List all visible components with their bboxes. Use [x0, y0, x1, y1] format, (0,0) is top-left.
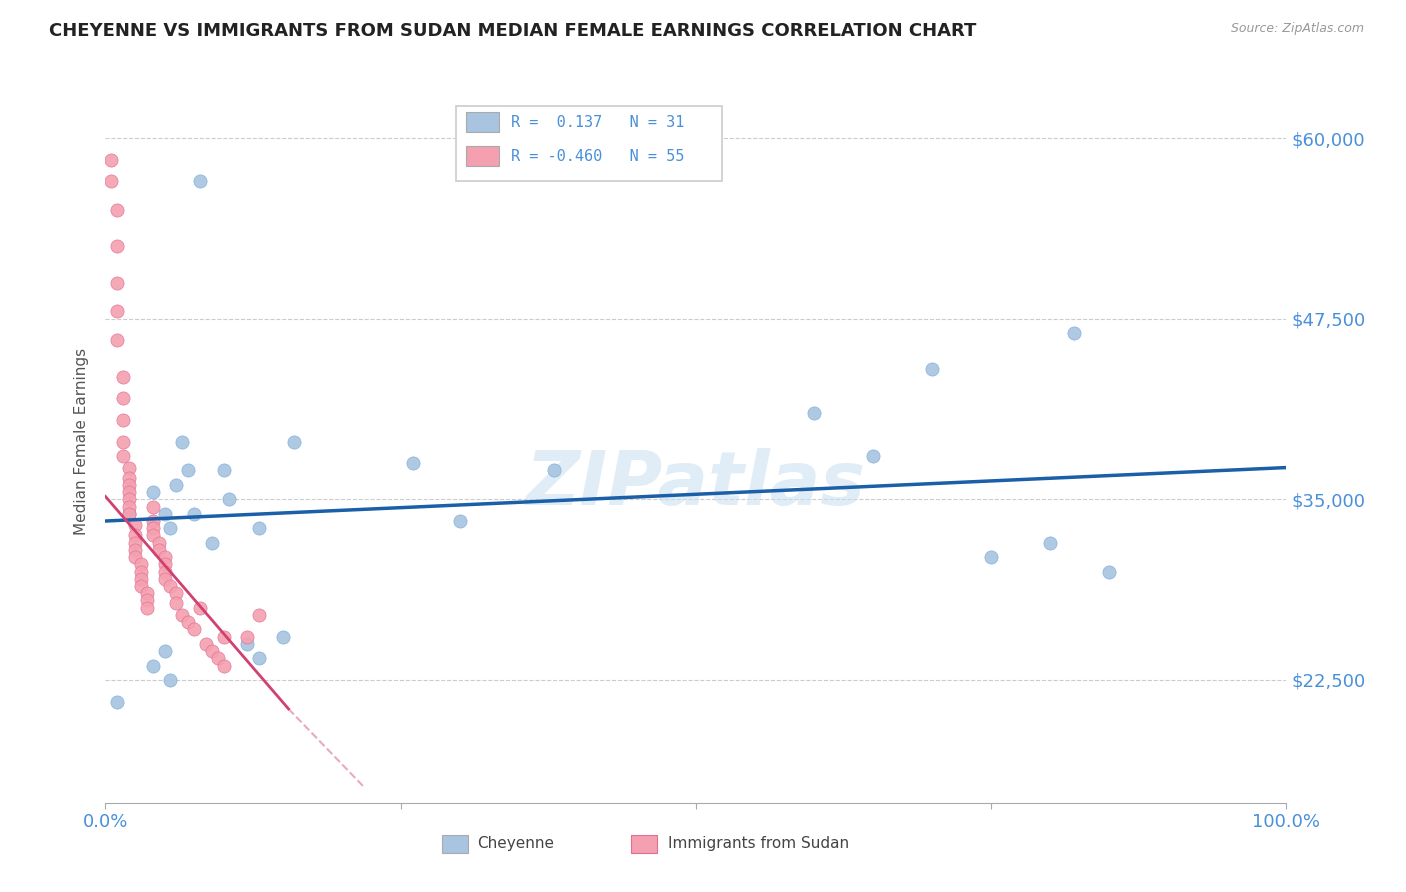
Point [124, 518, 146, 533]
Point [112, 369, 135, 384]
Point [105, 334, 128, 348]
Point [401, 456, 423, 470]
Point [247, 607, 270, 622]
Point [212, 463, 235, 477]
Point [135, 600, 157, 615]
Point [207, 651, 229, 665]
Point [118, 485, 141, 500]
Point [153, 572, 176, 586]
Point [142, 485, 165, 500]
Point [118, 500, 141, 514]
Point [803, 406, 825, 420]
Point [118, 460, 141, 475]
Point [112, 413, 135, 427]
Point [148, 542, 170, 557]
Text: Cheyenne: Cheyenne [478, 837, 554, 852]
Point [153, 644, 176, 658]
Text: ZIPatlas: ZIPatlas [526, 449, 866, 522]
Point [449, 514, 471, 528]
Point [129, 572, 152, 586]
Point [921, 362, 943, 376]
Point [201, 535, 224, 549]
Point [159, 521, 181, 535]
Point [142, 521, 165, 535]
Point [142, 500, 165, 514]
Point [105, 203, 128, 218]
Point [212, 658, 235, 673]
Point [100, 174, 122, 188]
Point [172, 434, 194, 449]
Point [183, 507, 205, 521]
Point [1063, 326, 1085, 340]
Point [105, 239, 128, 253]
Point [188, 600, 211, 615]
Point [153, 507, 176, 521]
Point [153, 558, 176, 572]
Point [165, 596, 187, 610]
Point [247, 651, 270, 665]
Y-axis label: Median Female Earnings: Median Female Earnings [75, 348, 90, 535]
Point [112, 449, 135, 463]
Point [135, 586, 157, 600]
Point [543, 463, 565, 477]
Point [172, 607, 194, 622]
Text: Source: ZipAtlas.com: Source: ZipAtlas.com [1230, 22, 1364, 36]
Point [142, 514, 165, 528]
Point [212, 630, 235, 644]
Point [177, 463, 200, 477]
Point [129, 579, 152, 593]
Point [247, 521, 270, 535]
Text: Immigrants from Sudan: Immigrants from Sudan [668, 837, 849, 852]
Point [124, 550, 146, 565]
Point [165, 586, 187, 600]
Point [118, 507, 141, 521]
Point [1039, 535, 1062, 549]
Point [188, 174, 211, 188]
Point [236, 630, 259, 644]
Point [980, 550, 1002, 565]
Point [129, 565, 152, 579]
Point [159, 673, 181, 687]
Point [105, 276, 128, 290]
Point [159, 579, 181, 593]
Text: CHEYENNE VS IMMIGRANTS FROM SUDAN MEDIAN FEMALE EARNINGS CORRELATION CHART: CHEYENNE VS IMMIGRANTS FROM SUDAN MEDIAN… [49, 22, 977, 40]
Point [124, 535, 146, 549]
Point [153, 550, 176, 565]
Point [118, 478, 141, 492]
Point [118, 470, 141, 484]
Point [153, 565, 176, 579]
Point [112, 434, 135, 449]
Point [283, 434, 305, 449]
Point [236, 637, 259, 651]
Point [105, 695, 128, 709]
Point [183, 623, 205, 637]
FancyBboxPatch shape [441, 835, 468, 854]
Point [118, 507, 141, 521]
Point [105, 304, 128, 318]
Point [165, 478, 187, 492]
FancyBboxPatch shape [465, 112, 499, 132]
FancyBboxPatch shape [465, 146, 499, 166]
FancyBboxPatch shape [631, 835, 657, 854]
Point [129, 558, 152, 572]
Point [112, 391, 135, 405]
Point [271, 630, 294, 644]
Point [194, 637, 217, 651]
Text: R =  0.137   N = 31: R = 0.137 N = 31 [510, 115, 683, 129]
Point [862, 449, 884, 463]
Point [142, 658, 165, 673]
Point [135, 593, 157, 607]
Point [201, 644, 224, 658]
Point [100, 153, 122, 167]
FancyBboxPatch shape [456, 105, 721, 181]
Point [124, 528, 146, 542]
Point [124, 542, 146, 557]
Point [1098, 565, 1121, 579]
Point [142, 528, 165, 542]
Point [177, 615, 200, 630]
Point [148, 535, 170, 549]
Point [218, 492, 240, 507]
Point [118, 492, 141, 507]
Text: R = -0.460   N = 55: R = -0.460 N = 55 [510, 149, 683, 163]
